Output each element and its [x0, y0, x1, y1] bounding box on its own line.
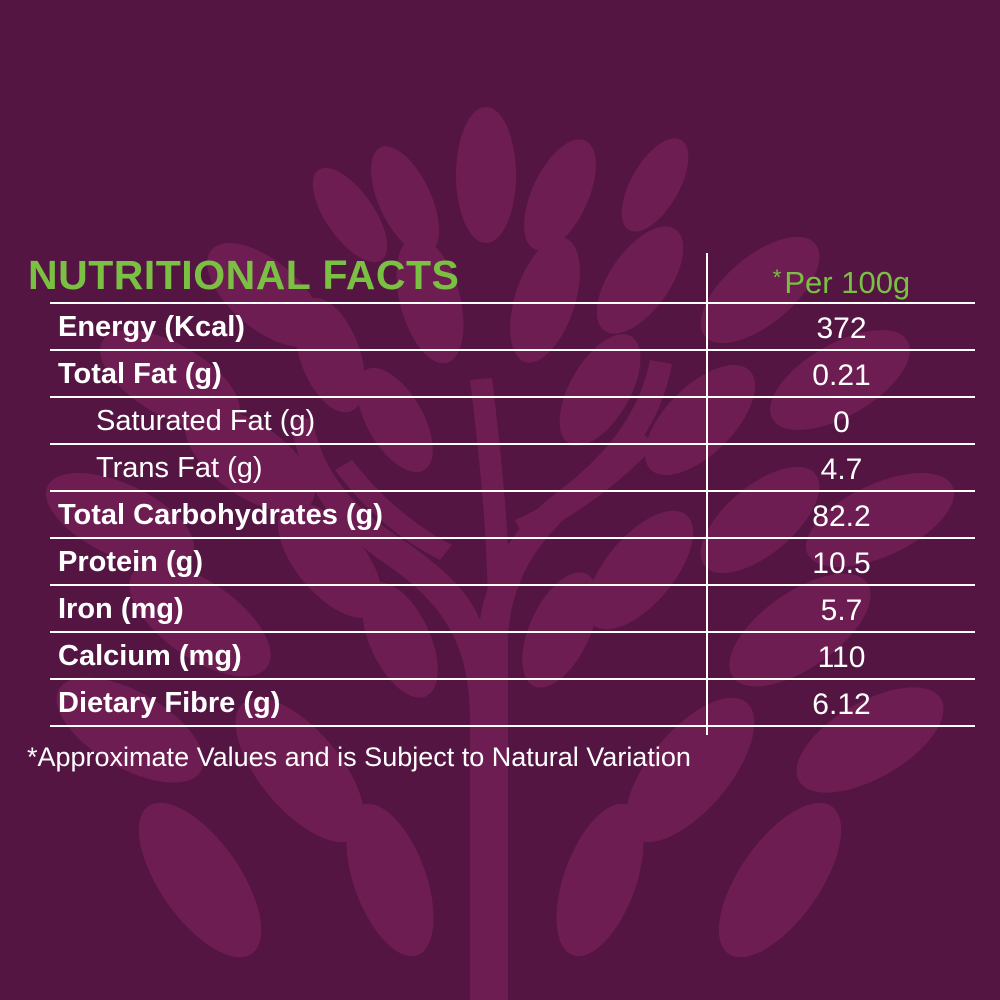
nutrient-value: 372 — [816, 312, 867, 345]
nutrient-value: 6.12 — [812, 688, 871, 721]
per-serving-asterisk: * — [772, 265, 782, 290]
nutrient-label: Calcium (mg) — [58, 640, 242, 672]
nutrient-value: 0.21 — [812, 359, 871, 392]
table-row: Protein (g) 10.5 — [50, 537, 975, 584]
table-row: Calcium (mg) 110 — [50, 631, 975, 678]
nutrient-value: 82.2 — [812, 500, 871, 533]
nutrient-label: Total Carbohydrates (g) — [58, 499, 383, 531]
nutrient-label: Protein (g) — [58, 546, 203, 578]
footnote: *Approximate Values and is Subject to Na… — [27, 742, 691, 772]
nutrition-facts-title: NUTRITIONAL FACTS — [28, 252, 460, 298]
table-row: Saturated Fat (g) 0 — [50, 396, 975, 443]
nutrient-value: 10.5 — [812, 547, 871, 580]
nutrient-label: Iron (mg) — [58, 593, 184, 625]
table-row: Trans Fat (g) 4.7 — [50, 443, 975, 490]
nutrient-value: 5.7 — [820, 594, 863, 627]
nutrient-label: Dietary Fibre (g) — [58, 687, 281, 719]
per-serving-header: *Per 100g — [708, 258, 975, 303]
nutrient-label: Energy (Kcal) — [58, 311, 245, 343]
table-row: Total Carbohydrates (g) 82.2 — [50, 490, 975, 537]
nutrient-value: 0 — [833, 406, 850, 439]
table-row: Dietary Fibre (g) 6.12 — [50, 678, 975, 727]
column-divider — [706, 253, 708, 735]
nutrient-value: 110 — [817, 641, 866, 674]
nutrient-label: Total Fat (g) — [58, 358, 222, 390]
nutrient-value: 4.7 — [820, 453, 863, 486]
table-row: Energy (Kcal) 372 — [50, 302, 975, 349]
table-row: Iron (mg) 5.7 — [50, 584, 975, 631]
nutrition-table: Energy (Kcal) 372 Total Fat (g) 0.21 Sat… — [50, 302, 975, 727]
per-serving-label: Per 100g — [784, 265, 911, 300]
nutrient-label: Saturated Fat (g) — [96, 405, 316, 437]
nutrient-label: Trans Fat (g) — [96, 452, 263, 484]
table-row: Total Fat (g) 0.21 — [50, 349, 975, 396]
